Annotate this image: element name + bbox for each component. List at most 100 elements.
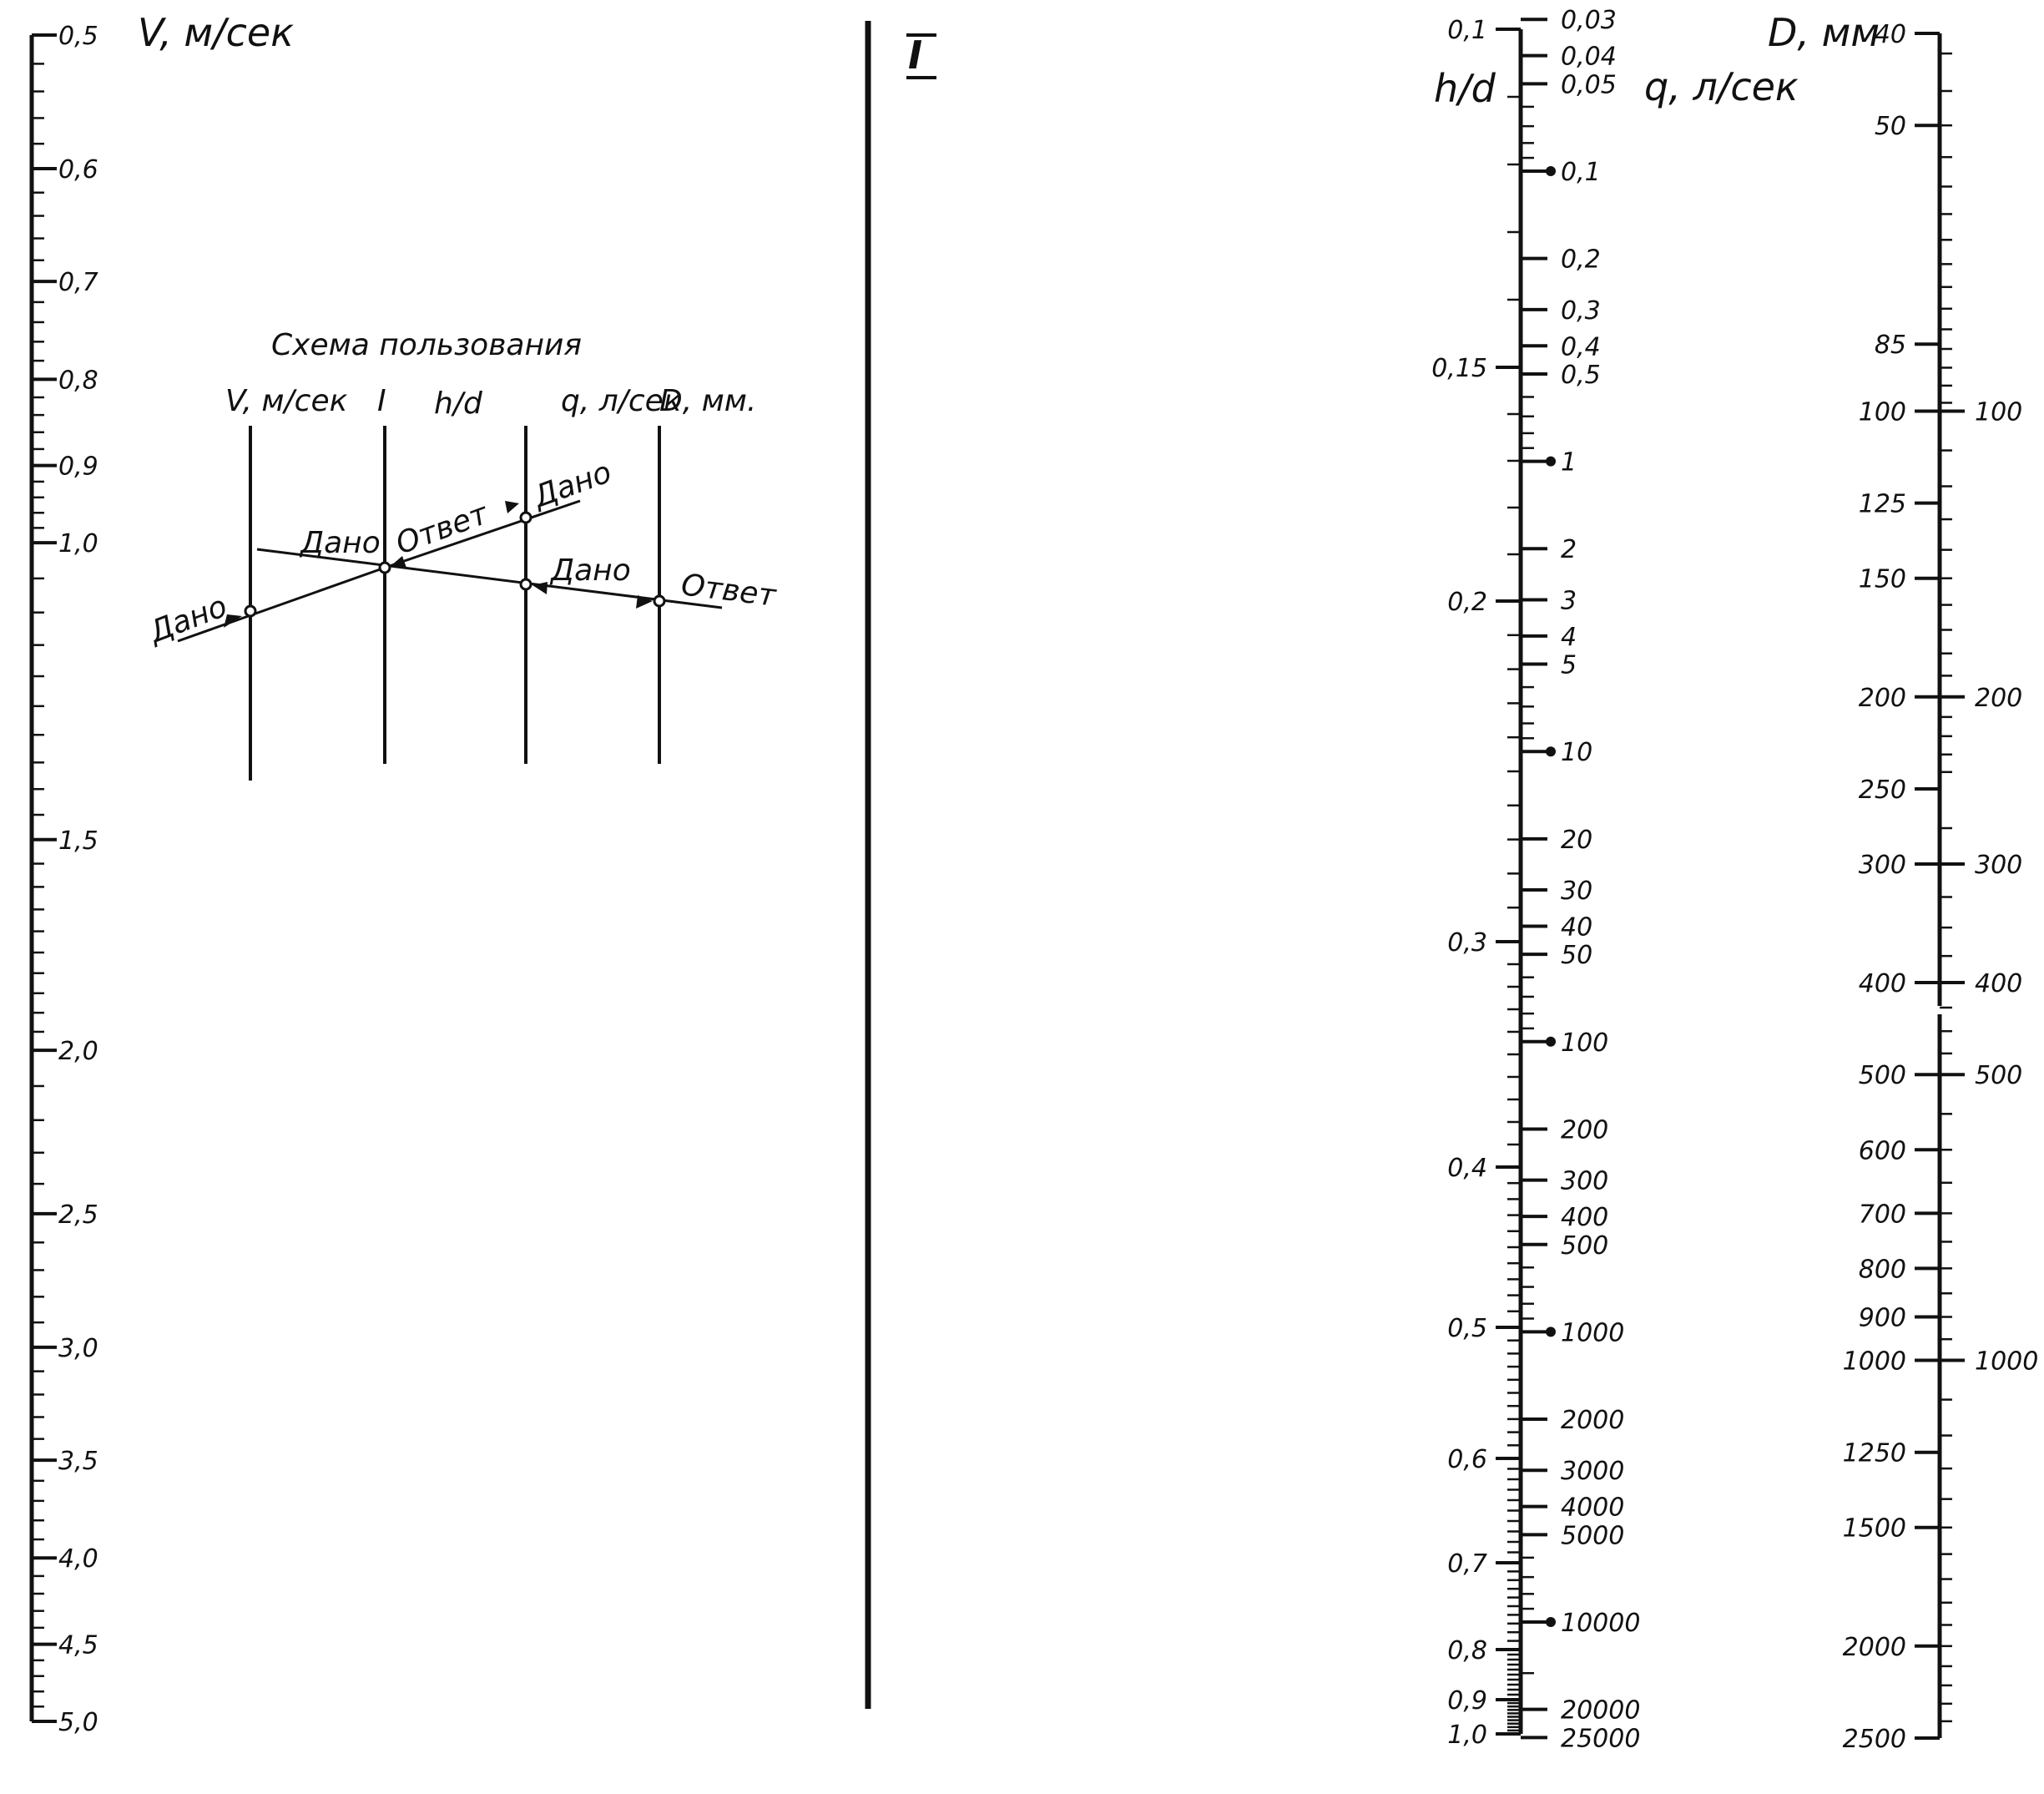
diameter-tick-label-right: 500: [1975, 1061, 2022, 1090]
diameter-tick-label-left: 40: [1875, 20, 1906, 49]
velocity-tick-label: 4,5: [58, 1631, 98, 1660]
diameter-tick-label-left: 800: [1859, 1255, 1906, 1284]
usage-scheme-label-diameter: D, мм.: [659, 384, 756, 418]
flow-decade-dot: [1546, 1036, 1556, 1047]
usage-scheme-label-hd: h/d: [434, 387, 483, 421]
diameter-tick-label-left: 700: [1859, 1200, 1906, 1229]
flow-tick-label: 200: [1561, 1115, 1608, 1145]
flow-tick-label: 10000: [1561, 1609, 1640, 1638]
flow-ticks: 0,03 0,040,05 0,1 0,2 0,3 0,40,5 1 2 3 45 10 20 30 40…: [1521, 6, 1640, 1753]
usage-scheme-title: Схема пользования: [271, 328, 582, 362]
flow-tick-label: 3: [1561, 586, 1577, 615]
diameter-tick-label-left: 85: [1875, 331, 1906, 360]
usage-scheme-annotation-4: Дано: [527, 455, 616, 515]
hd-tick-label: 0,9: [1447, 1686, 1487, 1716]
usage-scheme-arrow-3: [505, 501, 519, 513]
flow-decade-dot: [1546, 456, 1556, 467]
usage-scheme-point-flow-upper: [519, 511, 532, 524]
flow-tick-label: 2: [1561, 535, 1577, 564]
velocity-major-ticks: 0,5 0,6 0,7 0,8 0,9 1,0 1,5 2,0 2,5 3,0 3,5 4,0 4,5 5…: [32, 22, 98, 1737]
velocity-tick-label: 3,5: [58, 1447, 98, 1476]
diameter-tick-label-left: 50: [1875, 112, 1906, 141]
flow-tick-label: 400: [1561, 1203, 1608, 1232]
velocity-tick-label: 0,7: [58, 268, 98, 297]
velocity-tick-label: 1,5: [58, 826, 98, 856]
flow-tick-label: 0,05: [1561, 70, 1617, 99]
diameter-tick-label-right: 1000: [1975, 1347, 2038, 1377]
flow-tick-label: 40: [1561, 912, 1592, 942]
hd-tick-label: 0,6: [1447, 1445, 1487, 1474]
diameter-tick-label-left: 200: [1859, 684, 1906, 713]
flow-tick-label: 5: [1561, 651, 1577, 680]
diameter-tick-label-left: 900: [1859, 1303, 1906, 1332]
diameter-tick-label-left: 1500: [1843, 1514, 1906, 1544]
velocity-tick-label: 3,0: [58, 1334, 98, 1363]
diameter-tick-label-left: 250: [1859, 776, 1906, 805]
diameter-tick-label-left: 2000: [1843, 1633, 1906, 1662]
flow-axis-title: q, л/сек: [1644, 64, 1799, 109]
flow-tick-label: 20: [1561, 826, 1592, 855]
hd-tick-label: 0,8: [1447, 1636, 1487, 1665]
usage-scheme-point-flow-lower: [519, 578, 532, 591]
velocity-axis-title: V, м/сек: [138, 10, 294, 55]
diameter-tick-label-left: 125: [1859, 490, 1906, 519]
usage-scheme-arrow-4: [532, 582, 548, 594]
flow-tick-label: 5000: [1561, 1521, 1624, 1550]
flow-tick-label: 100: [1561, 1028, 1608, 1058]
hd-axis-title: h/d: [1434, 66, 1496, 111]
diameter-ticks: 40 50 85 100 125 150 200 250 300 400 500 600 700 800 9…: [1843, 20, 2039, 1754]
usage-scheme-point-velocity: [244, 604, 257, 618]
usage-scheme-arrow-2: [391, 556, 406, 568]
flow-tick-label: 0,5: [1561, 361, 1601, 390]
hd-flow-axis: 0,10,150,20,30,40,50,60,70,80,91,0 0,030…: [1431, 6, 1799, 1753]
hd-tick-label: 1,0: [1447, 1721, 1487, 1750]
flow-decade-dot: [1546, 1617, 1556, 1627]
diameter-tick-label-left: 500: [1859, 1061, 1906, 1090]
velocity-tick-label: 0,5: [58, 22, 98, 51]
flow-tick-label: 50: [1561, 941, 1592, 970]
flow-tick-label: 25000: [1561, 1724, 1640, 1753]
flow-tick-label: 3000: [1561, 1457, 1624, 1486]
diameter-tick-label-left: 1250: [1843, 1439, 1906, 1468]
usage-scheme-annotation-1: Дано: [144, 589, 232, 650]
velocity-tick-label: 0,9: [58, 452, 98, 482]
flow-tick-label: 2000: [1561, 1406, 1624, 1435]
velocity-tick-label: 2,0: [58, 1037, 98, 1066]
flow-tick-label: 20000: [1561, 1696, 1640, 1726]
hd-tick-label: 0,5: [1447, 1314, 1487, 1343]
diameter-axis: 40 50 85 100 125 150 200 250 300 400 500 600 700 800 9…: [1768, 10, 2038, 1754]
flow-tick-label: 30: [1561, 877, 1592, 906]
flow-tick-label: 0,4: [1561, 332, 1601, 361]
usage-scheme-line-turning-to-flow: [384, 499, 581, 569]
diameter-tick-label-left: 300: [1859, 851, 1906, 880]
usage-scheme-line-velocity-to-turning: [177, 566, 386, 643]
flow-tick-label: 0,03: [1561, 6, 1617, 35]
diameter-tick-label-left: 150: [1859, 565, 1906, 594]
flow-tick-label: 0,1: [1561, 158, 1601, 187]
diameter-tick-label-right: 300: [1975, 851, 2022, 880]
diameter-tick-label-right: 100: [1975, 397, 2022, 427]
diameter-tick-label-left: 600: [1859, 1136, 1906, 1165]
flow-tick-label: 4000: [1561, 1493, 1624, 1523]
usage-scheme-arrow-1: [224, 614, 242, 628]
usage-scheme-point-turning: [378, 561, 391, 574]
diameter-tick-label-right: 400: [1975, 969, 2022, 998]
diameter-tick-label-left: 100: [1859, 397, 1906, 427]
usage-scheme-annotation-2: Дано: [299, 526, 381, 560]
usage-scheme-label-velocity: V, м/сек: [225, 384, 348, 418]
velocity-tick-label: 4,0: [58, 1544, 98, 1574]
hd-tick-label: 0,4: [1447, 1154, 1487, 1183]
hd-tick-label: 0,1: [1447, 16, 1487, 45]
diameter-axis-title: D, мм: [1768, 10, 1880, 55]
flow-tick-label: 0,3: [1561, 296, 1601, 326]
turning-axis-title: I: [908, 33, 922, 78]
usage-scheme-annotation-3: Ответ: [391, 497, 493, 562]
flow-tick-label: 10: [1561, 738, 1592, 767]
usage-scheme-label-flow: q, л/сек: [561, 384, 682, 418]
usage-scheme-arrow-5: [636, 595, 653, 609]
usage-scheme-annotation-6: Ответ: [679, 568, 779, 614]
flow-decade-dot: [1546, 1327, 1556, 1337]
diameter-tick-label-left: 400: [1859, 969, 1906, 998]
flow-tick-label: 500: [1561, 1231, 1608, 1261]
